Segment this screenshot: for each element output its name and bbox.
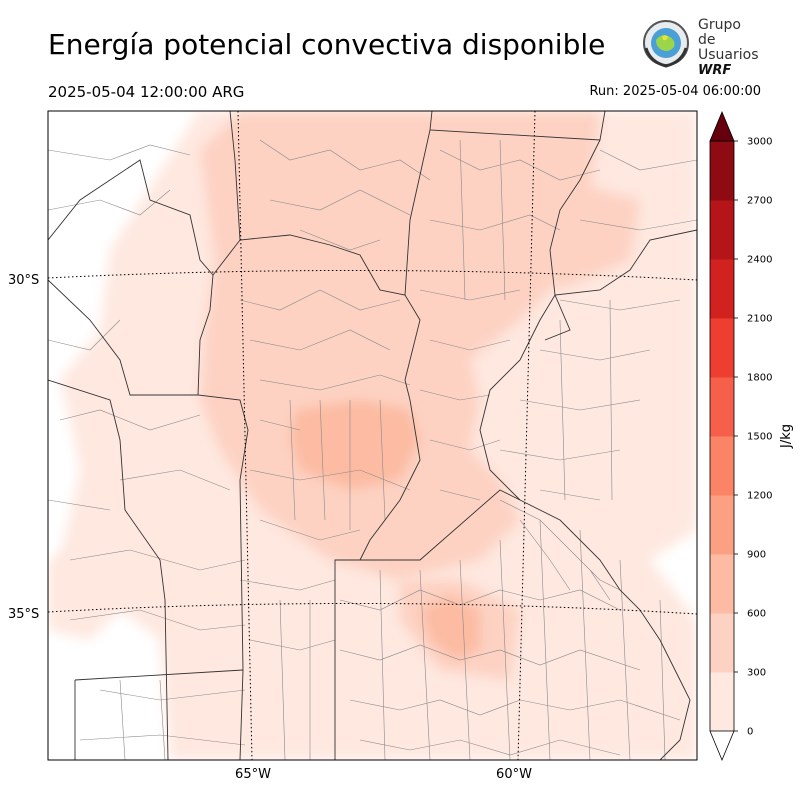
- colorbar-tick-label: 2700: [747, 196, 772, 207]
- colorbar-bin-2: [710, 554, 734, 614]
- colorbar-bin-1: [710, 613, 734, 673]
- colorbar-lower-end: [709, 730, 735, 762]
- parallel-35s: [48, 602, 697, 615]
- cape-area-0-300-west: [48, 530, 130, 640]
- colorbar-bin-7: [710, 259, 734, 319]
- run-time: Run: 2025-05-04 06:00:00: [589, 84, 761, 99]
- colorbar-tick-label: 1200: [747, 491, 772, 502]
- colorbar-bin-0: [710, 672, 734, 732]
- lat-label-35s: 35°S: [8, 607, 39, 622]
- colorbar-tick-label: 300: [747, 668, 766, 679]
- colorbar: 0 300 600 900 1200 1500 1800 2100 2400 2700 3000: [709, 110, 772, 762]
- chart-title: Energía potencial convectiva disponible: [48, 28, 606, 61]
- colorbar-tick-label: 3000: [747, 137, 772, 148]
- cape-area-600-900-south: [420, 595, 480, 660]
- valid-time: 2025-05-04 12:00:00 ARG: [48, 83, 245, 101]
- colorbar-bin-4: [710, 436, 734, 496]
- cape-shading: [48, 111, 697, 760]
- lon-label-60w: 60°W: [496, 767, 532, 782]
- colorbar-tick-label: 2400: [747, 255, 772, 266]
- logo-line-1: Grupo de: [698, 17, 741, 48]
- province-boundaries: [48, 111, 697, 760]
- colorbar-tick-label: 600: [747, 609, 766, 620]
- lat-label-30s: 30°S: [8, 273, 39, 288]
- meridian-60w: [517, 111, 536, 760]
- colorbar-label: J/kg: [779, 424, 794, 449]
- graticule: [48, 111, 697, 760]
- wrf-users-group-seal-icon: [643, 20, 689, 68]
- colorbar-bin-5: [710, 377, 734, 437]
- meridian-65w: [237, 111, 253, 760]
- colorbar-extend-max: [709, 110, 735, 142]
- map-frame: [47, 110, 698, 761]
- logo-line-2: Usuarios: [698, 47, 759, 63]
- cape-area-600-900: [290, 400, 420, 490]
- map-area: [48, 111, 697, 760]
- colorbar-bin-3: [710, 495, 734, 555]
- department-boundaries: [48, 139, 697, 760]
- colorbar-tick-label: 1500: [747, 432, 772, 443]
- colorbar-bin-9: [710, 141, 734, 201]
- colorbar-tick-label: 0: [747, 727, 753, 738]
- colorbar-tick-label: 2100: [747, 314, 772, 325]
- lon-label-65w: 65°W: [235, 767, 271, 782]
- logo-line-3: WRF: [698, 63, 732, 78]
- colorbar-tick-label: 900: [747, 550, 766, 561]
- parallel-30s: [48, 269, 697, 281]
- colorbar-bin-8: [710, 200, 734, 260]
- cape-area-300-600-east: [540, 180, 640, 290]
- colorbar-bin-6: [710, 318, 734, 378]
- colorbar-tick-label: 1800: [747, 373, 772, 384]
- wrf-logo: Grupo de Usuarios WRF: [638, 16, 759, 78]
